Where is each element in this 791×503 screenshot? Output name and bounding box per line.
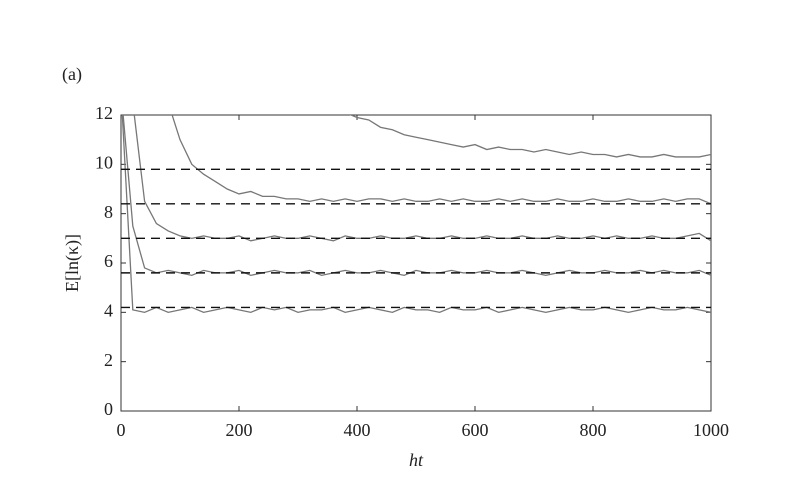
y-tick-label: 8 [104,202,113,222]
y-tick-label: 4 [104,300,113,320]
plot-frame [120,114,712,412]
y-tick-label: 2 [104,350,113,370]
y-tick-label: 12 [95,103,113,123]
series-line [122,115,711,277]
x-axis-label: ht [409,450,424,470]
x-tick-label: 400 [344,420,371,440]
y-tick-label: 10 [95,152,113,172]
x-tick-label: 800 [580,420,607,440]
y-axis-label: E[ln(κ)] [62,234,83,292]
x-tick-label: 0 [117,420,126,440]
x-tick-label: 200 [226,420,253,440]
panel-label: (a) [62,64,82,85]
x-tick-label: 600 [462,420,489,440]
y-tick-label: 6 [104,251,113,271]
x-tick-label: 1000 [693,420,729,440]
series-line [121,115,711,314]
series-line [171,115,711,205]
y-tick-label: 0 [104,399,113,419]
series-line [133,115,711,242]
series-line [349,115,711,158]
